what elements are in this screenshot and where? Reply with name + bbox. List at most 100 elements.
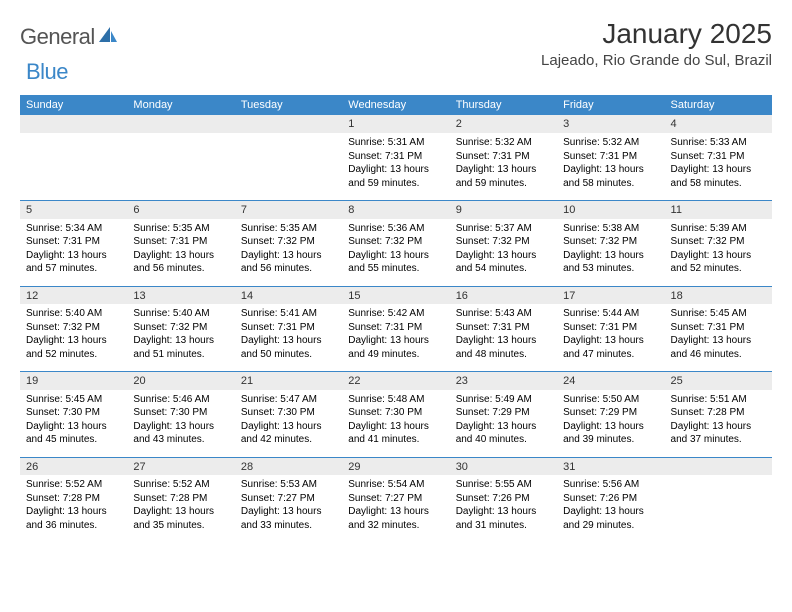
day-daylight2: and 45 minutes.	[26, 433, 121, 447]
day-detail	[20, 133, 127, 201]
day-sunrise: Sunrise: 5:48 AM	[348, 393, 443, 407]
day-number: 27	[127, 457, 234, 475]
day-sunset: Sunset: 7:31 PM	[133, 235, 228, 249]
day-header: Monday	[127, 95, 234, 115]
week-daynum-row: 567891011	[20, 201, 772, 219]
day-sunrise: Sunrise: 5:46 AM	[133, 393, 228, 407]
title-block: January 2025 Lajeado, Rio Grande do Sul,…	[541, 18, 772, 69]
day-sunset: Sunset: 7:30 PM	[26, 406, 121, 420]
day-detail: Sunrise: 5:34 AMSunset: 7:31 PMDaylight:…	[20, 219, 127, 287]
day-sunset: Sunset: 7:32 PM	[456, 235, 551, 249]
day-number: 3	[557, 115, 664, 133]
day-sunset: Sunset: 7:32 PM	[241, 235, 336, 249]
day-sunset: Sunset: 7:31 PM	[456, 150, 551, 164]
day-detail: Sunrise: 5:33 AMSunset: 7:31 PMDaylight:…	[665, 133, 772, 201]
day-daylight2: and 57 minutes.	[26, 262, 121, 276]
day-header: Thursday	[450, 95, 557, 115]
day-number	[235, 115, 342, 133]
day-detail: Sunrise: 5:40 AMSunset: 7:32 PMDaylight:…	[20, 304, 127, 372]
day-sunset: Sunset: 7:30 PM	[241, 406, 336, 420]
day-number: 11	[665, 201, 772, 219]
day-sunrise: Sunrise: 5:52 AM	[26, 478, 121, 492]
day-number: 13	[127, 286, 234, 304]
day-sunrise: Sunrise: 5:47 AM	[241, 393, 336, 407]
day-detail: Sunrise: 5:49 AMSunset: 7:29 PMDaylight:…	[450, 390, 557, 458]
day-daylight1: Daylight: 13 hours	[671, 249, 766, 263]
week-daynum-row: 1234	[20, 115, 772, 133]
day-number: 16	[450, 286, 557, 304]
day-detail: Sunrise: 5:37 AMSunset: 7:32 PMDaylight:…	[450, 219, 557, 287]
day-sunrise: Sunrise: 5:40 AM	[133, 307, 228, 321]
day-sunrise: Sunrise: 5:37 AM	[456, 222, 551, 236]
day-sunset: Sunset: 7:31 PM	[348, 321, 443, 335]
day-number: 23	[450, 372, 557, 390]
day-daylight1: Daylight: 13 hours	[133, 420, 228, 434]
day-daylight1: Daylight: 13 hours	[133, 249, 228, 263]
brand-text-blue: Blue	[26, 59, 68, 85]
day-daylight1: Daylight: 13 hours	[563, 505, 658, 519]
day-daylight2: and 51 minutes.	[133, 348, 228, 362]
day-number	[127, 115, 234, 133]
day-daylight2: and 43 minutes.	[133, 433, 228, 447]
day-daylight2: and 33 minutes.	[241, 519, 336, 533]
day-daylight2: and 58 minutes.	[563, 177, 658, 191]
day-daylight1: Daylight: 13 hours	[456, 249, 551, 263]
day-sunrise: Sunrise: 5:45 AM	[26, 393, 121, 407]
day-daylight2: and 35 minutes.	[133, 519, 228, 533]
day-detail: Sunrise: 5:35 AMSunset: 7:31 PMDaylight:…	[127, 219, 234, 287]
day-number: 14	[235, 286, 342, 304]
day-sunset: Sunset: 7:31 PM	[241, 321, 336, 335]
day-detail: Sunrise: 5:43 AMSunset: 7:31 PMDaylight:…	[450, 304, 557, 372]
day-sunrise: Sunrise: 5:55 AM	[456, 478, 551, 492]
day-detail: Sunrise: 5:54 AMSunset: 7:27 PMDaylight:…	[342, 475, 449, 542]
day-number: 12	[20, 286, 127, 304]
day-daylight1: Daylight: 13 hours	[133, 505, 228, 519]
day-number: 17	[557, 286, 664, 304]
day-sunrise: Sunrise: 5:43 AM	[456, 307, 551, 321]
day-header: Friday	[557, 95, 664, 115]
day-number: 1	[342, 115, 449, 133]
day-daylight2: and 32 minutes.	[348, 519, 443, 533]
day-number: 15	[342, 286, 449, 304]
day-daylight2: and 37 minutes.	[671, 433, 766, 447]
day-sunrise: Sunrise: 5:36 AM	[348, 222, 443, 236]
day-sunset: Sunset: 7:30 PM	[348, 406, 443, 420]
brand-sail-icon	[98, 26, 118, 49]
day-number: 28	[235, 457, 342, 475]
day-number: 8	[342, 201, 449, 219]
day-sunset: Sunset: 7:26 PM	[456, 492, 551, 506]
day-daylight2: and 47 minutes.	[563, 348, 658, 362]
day-daylight1: Daylight: 13 hours	[348, 420, 443, 434]
day-number: 30	[450, 457, 557, 475]
day-number: 25	[665, 372, 772, 390]
day-header: Wednesday	[342, 95, 449, 115]
day-sunrise: Sunrise: 5:32 AM	[563, 136, 658, 150]
day-daylight1: Daylight: 13 hours	[26, 420, 121, 434]
day-detail: Sunrise: 5:32 AMSunset: 7:31 PMDaylight:…	[557, 133, 664, 201]
day-daylight2: and 54 minutes.	[456, 262, 551, 276]
day-number	[665, 457, 772, 475]
day-sunset: Sunset: 7:31 PM	[26, 235, 121, 249]
day-detail: Sunrise: 5:48 AMSunset: 7:30 PMDaylight:…	[342, 390, 449, 458]
day-detail: Sunrise: 5:36 AMSunset: 7:32 PMDaylight:…	[342, 219, 449, 287]
day-sunset: Sunset: 7:28 PM	[26, 492, 121, 506]
day-sunrise: Sunrise: 5:35 AM	[133, 222, 228, 236]
day-sunset: Sunset: 7:31 PM	[563, 321, 658, 335]
day-number: 7	[235, 201, 342, 219]
day-sunset: Sunset: 7:26 PM	[563, 492, 658, 506]
day-sunrise: Sunrise: 5:52 AM	[133, 478, 228, 492]
day-detail: Sunrise: 5:41 AMSunset: 7:31 PMDaylight:…	[235, 304, 342, 372]
day-sunset: Sunset: 7:29 PM	[456, 406, 551, 420]
day-sunrise: Sunrise: 5:53 AM	[241, 478, 336, 492]
day-daylight2: and 29 minutes.	[563, 519, 658, 533]
day-sunrise: Sunrise: 5:49 AM	[456, 393, 551, 407]
day-sunset: Sunset: 7:29 PM	[563, 406, 658, 420]
day-daylight2: and 31 minutes.	[456, 519, 551, 533]
day-daylight1: Daylight: 13 hours	[133, 334, 228, 348]
day-number	[20, 115, 127, 133]
day-sunset: Sunset: 7:27 PM	[348, 492, 443, 506]
day-number: 4	[665, 115, 772, 133]
day-sunrise: Sunrise: 5:35 AM	[241, 222, 336, 236]
day-number: 26	[20, 457, 127, 475]
day-sunrise: Sunrise: 5:39 AM	[671, 222, 766, 236]
